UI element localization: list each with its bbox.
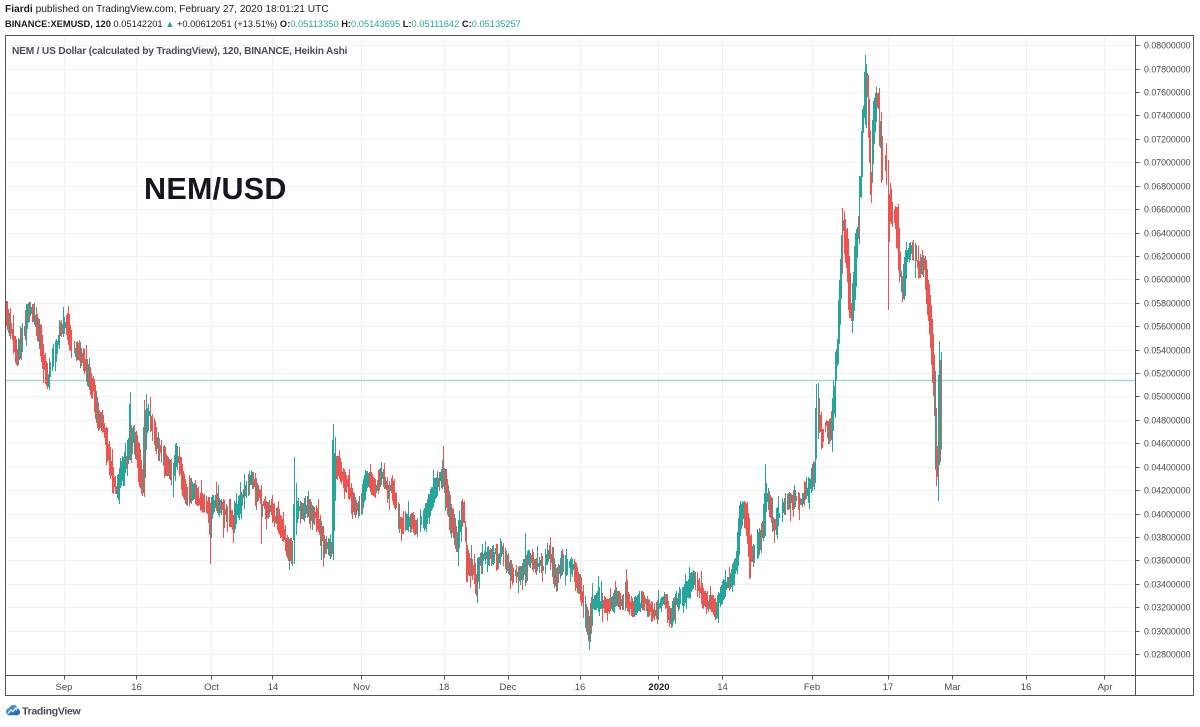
svg-text:0.06200000: 0.06200000 bbox=[1144, 252, 1191, 262]
svg-text:Feb: Feb bbox=[804, 682, 820, 693]
svg-text:0.07000000: 0.07000000 bbox=[1144, 158, 1191, 168]
svg-text:Mar: Mar bbox=[944, 682, 960, 693]
svg-text:18: 18 bbox=[439, 682, 450, 693]
svg-text:16: 16 bbox=[575, 682, 586, 693]
svg-text:14: 14 bbox=[268, 682, 279, 693]
svg-text:Fiardi published on TradingVie: Fiardi published on TradingView.com, Feb… bbox=[5, 4, 329, 15]
svg-text:0.05800000: 0.05800000 bbox=[1144, 299, 1191, 309]
svg-text:NEM / US Dollar (calculated by: NEM / US Dollar (calculated by TradingVi… bbox=[12, 46, 348, 57]
svg-text:0.03000000: 0.03000000 bbox=[1144, 627, 1191, 637]
svg-text:0.05600000: 0.05600000 bbox=[1144, 322, 1191, 332]
svg-text:2020: 2020 bbox=[648, 682, 669, 693]
svg-text:Dec: Dec bbox=[500, 682, 517, 693]
svg-text:NEM/USD: NEM/USD bbox=[144, 172, 287, 206]
svg-text:0.06000000: 0.06000000 bbox=[1144, 275, 1191, 285]
svg-text:0.07800000: 0.07800000 bbox=[1144, 65, 1191, 75]
svg-text:0.03600000: 0.03600000 bbox=[1144, 556, 1191, 566]
svg-text:0.03800000: 0.03800000 bbox=[1144, 533, 1191, 543]
svg-text:Oct: Oct bbox=[204, 682, 219, 693]
svg-text:16: 16 bbox=[1021, 682, 1032, 693]
svg-text:14: 14 bbox=[717, 682, 728, 693]
svg-text:0.06400000: 0.06400000 bbox=[1144, 229, 1191, 239]
svg-text:0.04400000: 0.04400000 bbox=[1144, 463, 1191, 473]
svg-text:0.04600000: 0.04600000 bbox=[1144, 439, 1191, 449]
svg-text:17: 17 bbox=[883, 682, 894, 693]
svg-text:0.05400000: 0.05400000 bbox=[1144, 346, 1191, 356]
svg-text:Nov: Nov bbox=[353, 682, 370, 693]
svg-text:0.04200000: 0.04200000 bbox=[1144, 486, 1191, 496]
svg-text:Sep: Sep bbox=[56, 682, 73, 693]
svg-text:0.06600000: 0.06600000 bbox=[1144, 205, 1191, 215]
svg-text:0.07400000: 0.07400000 bbox=[1144, 111, 1191, 121]
svg-text:0.03200000: 0.03200000 bbox=[1144, 603, 1191, 613]
svg-text:0.04800000: 0.04800000 bbox=[1144, 416, 1191, 426]
svg-text:0.04000000: 0.04000000 bbox=[1144, 510, 1191, 520]
svg-text:0.05000000: 0.05000000 bbox=[1144, 392, 1191, 402]
svg-text:0.07200000: 0.07200000 bbox=[1144, 135, 1191, 145]
svg-text:0.02800000: 0.02800000 bbox=[1144, 650, 1191, 660]
svg-text:TradingView: TradingView bbox=[22, 706, 81, 718]
svg-text:0.06800000: 0.06800000 bbox=[1144, 182, 1191, 192]
svg-text:0.08000000: 0.08000000 bbox=[1144, 41, 1191, 51]
svg-text:Apr: Apr bbox=[1098, 682, 1113, 693]
svg-text:0.03400000: 0.03400000 bbox=[1144, 580, 1191, 590]
svg-text:0.05200000: 0.05200000 bbox=[1144, 369, 1191, 379]
svg-text:BINANCE:XEMUSD, 120 0.0514220: BINANCE:XEMUSD, 120 0.05142201 ▲ +0.0061… bbox=[5, 19, 521, 29]
svg-text:0.07600000: 0.07600000 bbox=[1144, 88, 1191, 98]
svg-text:16: 16 bbox=[131, 682, 142, 693]
